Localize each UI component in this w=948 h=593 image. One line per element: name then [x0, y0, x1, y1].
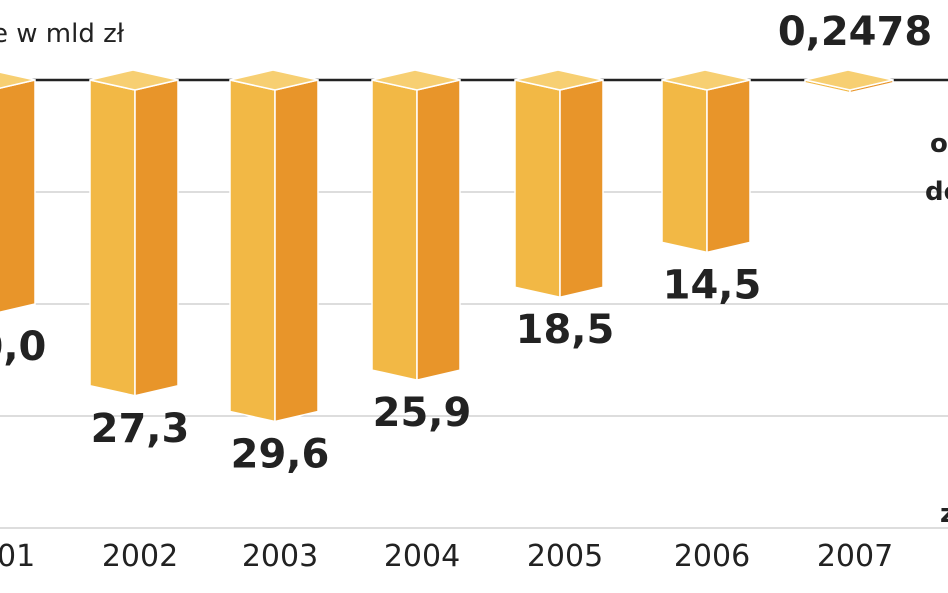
bar-front: [229, 79, 276, 423]
bar-top: [514, 69, 604, 91]
bar: [371, 69, 461, 382]
bar-side: [416, 79, 461, 382]
x-tick-label: 2002: [102, 539, 178, 574]
annotation: de: [925, 177, 948, 207]
value-label: 29,6: [231, 432, 330, 478]
bar-side: [0, 79, 36, 313]
annotation: o: [930, 129, 948, 159]
value-label: 14,5: [663, 262, 762, 308]
bar: [0, 71, 36, 313]
bar-front: [89, 79, 136, 397]
x-tick-label: 2007: [817, 539, 893, 574]
x-tick-label: 2006: [674, 539, 750, 574]
bar-front: [514, 79, 561, 299]
bar: [229, 69, 319, 423]
bar: [514, 69, 604, 299]
bar-side: [559, 79, 604, 299]
bar-front: [371, 79, 418, 382]
x-tick-label: 2001: [0, 539, 35, 574]
value-label: 18,5: [516, 307, 615, 353]
bar-top: [371, 69, 461, 91]
bar-top: [0, 71, 36, 89]
bar: [89, 69, 179, 397]
x-tick-label: 2003: [242, 539, 318, 574]
bar-top: [804, 69, 894, 91]
bar-front: [661, 79, 708, 254]
value-label: 27,3: [91, 406, 190, 452]
bar-top: [229, 69, 319, 91]
value-label: 0,2478: [778, 9, 932, 55]
bar-side: [274, 79, 319, 423]
bar: [661, 69, 751, 254]
chart-title: e w mld zł: [0, 19, 125, 49]
bar-top: [661, 69, 751, 91]
x-tick-label: 2004: [384, 539, 460, 574]
bar-side: [706, 79, 751, 254]
x-tick-label: 2005: [527, 539, 603, 574]
value-label: 25,9: [373, 390, 472, 436]
bar: [804, 69, 894, 94]
bar-top: [89, 69, 179, 91]
value-label: 20,0: [0, 324, 46, 370]
annotation: z: [940, 499, 948, 529]
bar-side: [134, 79, 179, 397]
